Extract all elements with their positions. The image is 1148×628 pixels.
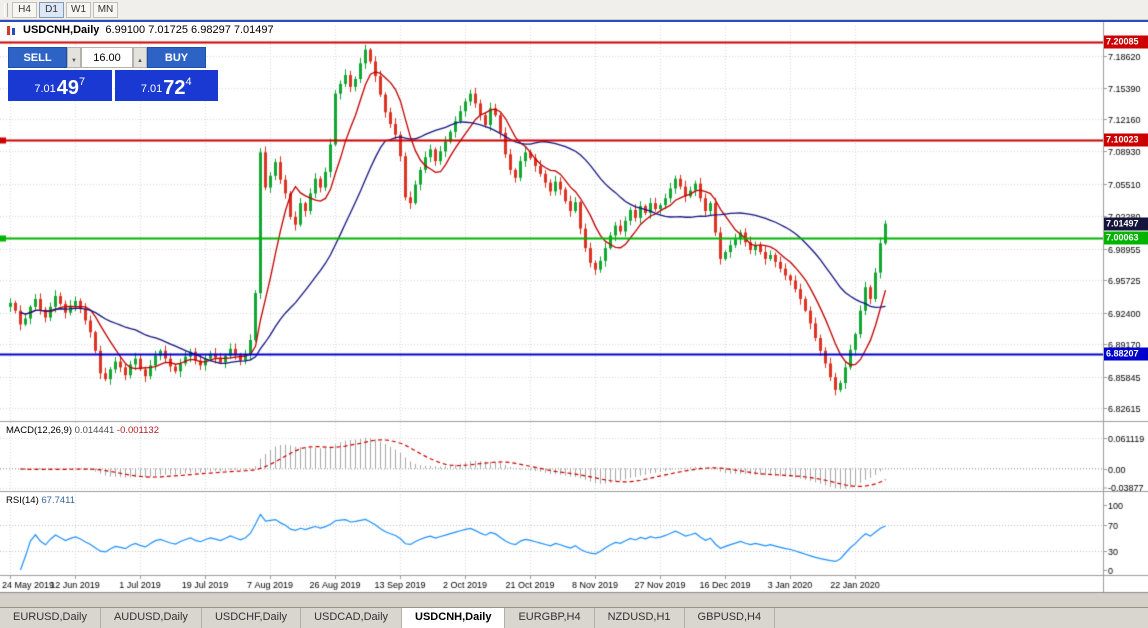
- price-level-badge-7.10023: 7.10023: [1104, 133, 1148, 147]
- timeframe-button-d1[interactable]: D1: [39, 1, 64, 18]
- current-price-badge: 7.01497: [1104, 217, 1148, 231]
- timeframe-button-mn[interactable]: MN: [93, 1, 118, 18]
- price-level-badge-6.88207: 6.88207: [1104, 347, 1148, 361]
- buy-price-display[interactable]: 7.01 72 4: [114, 70, 218, 101]
- chart-tab-eurgbp-h4[interactable]: EURGBP,H4: [505, 608, 595, 628]
- chart-symbol-period: USDCNH,Daily: [23, 24, 100, 36]
- chart-ohlc-values: 6.99100 7.01725 6.98297 7.01497: [105, 24, 274, 36]
- buy-price-point: 4: [185, 76, 192, 88]
- candlestick-chart-icon: [6, 25, 17, 36]
- rsi-value: 67.7411: [41, 495, 76, 506]
- chart-tabs-bar: EURUSD,Daily AUDUSD,Daily USDCHF,Daily USDC…: [0, 607, 1148, 628]
- macd-name: MACD(12,26,9): [6, 425, 72, 436]
- timeframe-toolbar: H4 D1 W1 MN: [0, 0, 1148, 20]
- timeframe-button-h4[interactable]: H4: [12, 1, 37, 18]
- chart-tab-nzdusd-h1[interactable]: NZDUSD,H1: [595, 608, 685, 628]
- one-click-controls-row: SELL 16.00 BUY: [8, 47, 218, 68]
- rsi-indicator-label: RSI(14) 67.7411: [6, 495, 75, 506]
- macd-main-value: 0.014441: [74, 425, 115, 436]
- one-click-trading-panel: SELL 16.00 BUY 7.01 49 7 7.01 72 4: [8, 47, 218, 101]
- chart-tab-usdcad-daily[interactable]: USDCAD,Daily: [301, 608, 403, 628]
- price-level-badge-7.00063: 7.00063: [1104, 231, 1148, 245]
- macd-indicator-label: MACD(12,26,9) 0.014441 -0.001132: [6, 425, 159, 436]
- sell-price-pips: 49: [56, 77, 80, 99]
- macd-signal-value: -0.001132: [116, 425, 159, 436]
- triangle-up-icon: [137, 49, 143, 67]
- price-level-badge-7.20085: 7.20085: [1104, 35, 1148, 49]
- chart-tab-audusd-daily[interactable]: AUDUSD,Daily: [101, 608, 202, 628]
- chart-tab-usdcnh-daily[interactable]: USDCNH,Daily: [402, 608, 506, 628]
- chart-tab-gbpusd-h4[interactable]: GBPUSD,H4: [685, 608, 776, 628]
- sell-price-point: 7: [79, 76, 86, 88]
- sell-price-display[interactable]: 7.01 49 7: [8, 70, 112, 101]
- timeframe-button-w1[interactable]: W1: [66, 1, 91, 18]
- buy-price-prefix: 7.01: [140, 83, 163, 95]
- one-click-prices-row: 7.01 49 7 7.01 72 4: [8, 70, 218, 101]
- chart-window-title: USDCNH,Daily 6.99100 7.01725 6.98297 7.0…: [6, 24, 274, 36]
- volume-input[interactable]: 16.00: [81, 47, 133, 68]
- sell-button[interactable]: SELL: [8, 47, 67, 68]
- volume-decrease-button[interactable]: [67, 47, 81, 68]
- rsi-name: RSI(14): [6, 495, 39, 506]
- triangle-down-icon: [71, 49, 77, 67]
- buy-button[interactable]: BUY: [147, 47, 206, 68]
- chart-tab-eurusd-daily[interactable]: EURUSD,Daily: [0, 608, 101, 628]
- chart-window-top-border: [0, 20, 1148, 22]
- sell-price-prefix: 7.01: [34, 83, 56, 95]
- chart-tab-usdchf-daily[interactable]: USDCHF,Daily: [202, 608, 302, 628]
- volume-increase-button[interactable]: [133, 47, 147, 68]
- buy-price-pips: 72: [163, 77, 186, 99]
- toolbar-grip[interactable]: [4, 2, 8, 17]
